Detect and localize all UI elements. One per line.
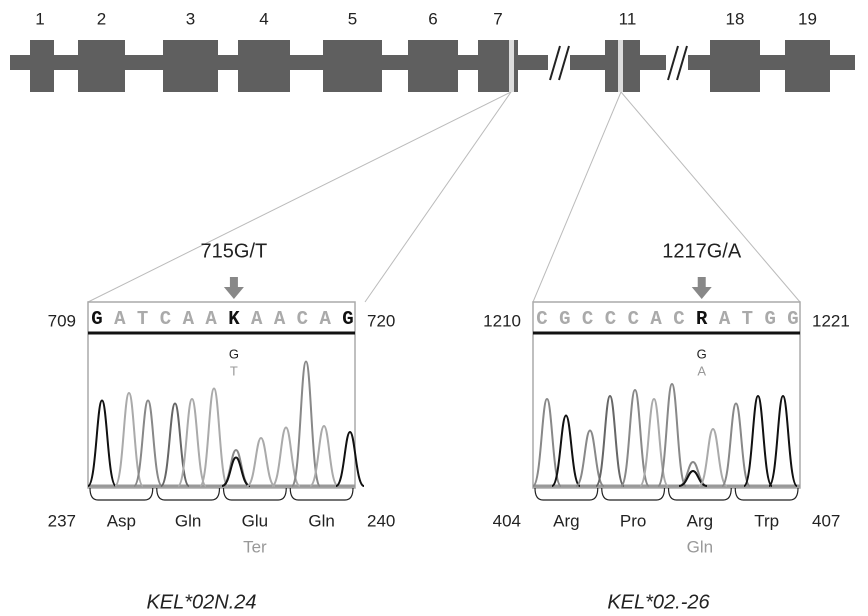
trace-peak xyxy=(247,438,275,486)
base: K xyxy=(228,308,240,330)
exon-label: 5 xyxy=(348,9,357,28)
allele-name: KEL*02.-26 xyxy=(607,591,710,613)
exon xyxy=(323,40,382,92)
codon: Asp xyxy=(107,511,136,530)
trace-peak xyxy=(552,416,580,487)
exon xyxy=(408,40,458,92)
codon: Trp xyxy=(754,511,779,530)
codon: Gln xyxy=(175,511,201,530)
trace-peak xyxy=(596,396,624,486)
base: A xyxy=(183,308,195,330)
altered-codon: Gln xyxy=(687,537,713,556)
codon: Gln xyxy=(308,511,334,530)
codon-bracket xyxy=(90,488,153,500)
trace-peak xyxy=(722,404,750,487)
exon xyxy=(238,40,290,92)
codon: Pro xyxy=(620,511,646,530)
trace-peak xyxy=(744,396,772,486)
mutation-label: 1217G/A xyxy=(662,240,742,262)
trace-peak xyxy=(134,401,162,487)
exon xyxy=(785,40,830,92)
figure: 1234567111819GATCAAKAACAG715G/TGT709720A… xyxy=(0,0,868,616)
trace-peak xyxy=(336,432,364,486)
base: G xyxy=(91,308,102,330)
base: C xyxy=(628,308,639,330)
exon-label: 11 xyxy=(619,9,637,28)
exon-label: 1 xyxy=(35,9,44,28)
base: T xyxy=(742,308,753,330)
allele-name: KEL*02N.24 xyxy=(146,591,256,613)
base: A xyxy=(114,308,126,330)
base: C xyxy=(536,308,547,330)
codon-start: 404 xyxy=(493,511,521,530)
base: A xyxy=(274,308,286,330)
base: A xyxy=(205,308,217,330)
exon-label: 3 xyxy=(186,9,195,28)
codon-bracket xyxy=(602,488,665,500)
mutation-label: 715G/T xyxy=(201,240,268,262)
base: T xyxy=(137,308,148,330)
exon-label: 19 xyxy=(798,9,817,28)
exon-label: 7 xyxy=(493,9,502,28)
arrow xyxy=(224,277,244,299)
base: A xyxy=(251,308,263,330)
exon-label: 2 xyxy=(97,9,106,28)
base: C xyxy=(160,308,171,330)
start-pos: 709 xyxy=(48,311,76,330)
codon-end: 240 xyxy=(367,511,395,530)
start-pos: 1210 xyxy=(483,311,521,330)
trace-peak xyxy=(222,458,250,487)
exon-label: 18 xyxy=(726,9,745,28)
trace-peak xyxy=(769,396,797,486)
base: R xyxy=(696,308,708,330)
codon: Arg xyxy=(687,511,713,530)
base: C xyxy=(582,308,593,330)
base: G xyxy=(559,308,570,330)
base: G xyxy=(787,308,798,330)
variant-site xyxy=(618,40,623,92)
exon-label: 6 xyxy=(428,9,437,28)
altered-codon: Ter xyxy=(243,537,267,556)
codon-bracket xyxy=(224,488,287,500)
exon-label: 4 xyxy=(259,9,268,28)
base: A xyxy=(319,308,331,330)
base: C xyxy=(673,308,684,330)
trace-peak xyxy=(640,399,668,486)
base: G xyxy=(764,308,775,330)
codon-bracket xyxy=(735,488,798,500)
exon xyxy=(30,40,54,92)
base: C xyxy=(297,308,308,330)
call-alt: T xyxy=(230,363,238,378)
base: A xyxy=(719,308,731,330)
codon-bracket xyxy=(157,488,220,500)
zoom-lines xyxy=(88,92,800,302)
exon xyxy=(710,40,760,92)
exon xyxy=(78,40,125,92)
base: C xyxy=(605,308,616,330)
codon: Glu xyxy=(242,511,268,530)
trace-peak xyxy=(699,429,727,486)
codon-end: 407 xyxy=(812,511,840,530)
exon xyxy=(163,40,218,92)
base: G xyxy=(342,308,353,330)
base: A xyxy=(650,308,662,330)
call-ref: G xyxy=(697,346,707,361)
end-pos: 720 xyxy=(367,311,395,330)
codon: Arg xyxy=(553,511,579,530)
call-ref: G xyxy=(229,346,239,361)
trace-peak xyxy=(88,401,116,487)
codon-bracket xyxy=(669,488,732,500)
trace-peak xyxy=(200,389,228,487)
variant-site xyxy=(509,40,514,92)
codon-bracket xyxy=(290,488,353,500)
trace-peak xyxy=(161,404,189,487)
trace-peak xyxy=(658,384,686,486)
end-pos: 1221 xyxy=(812,311,850,330)
codon-bracket xyxy=(535,488,598,500)
codon-start: 237 xyxy=(48,511,76,530)
trace-peak xyxy=(178,399,206,486)
call-alt: A xyxy=(697,363,706,378)
arrow xyxy=(692,277,712,299)
